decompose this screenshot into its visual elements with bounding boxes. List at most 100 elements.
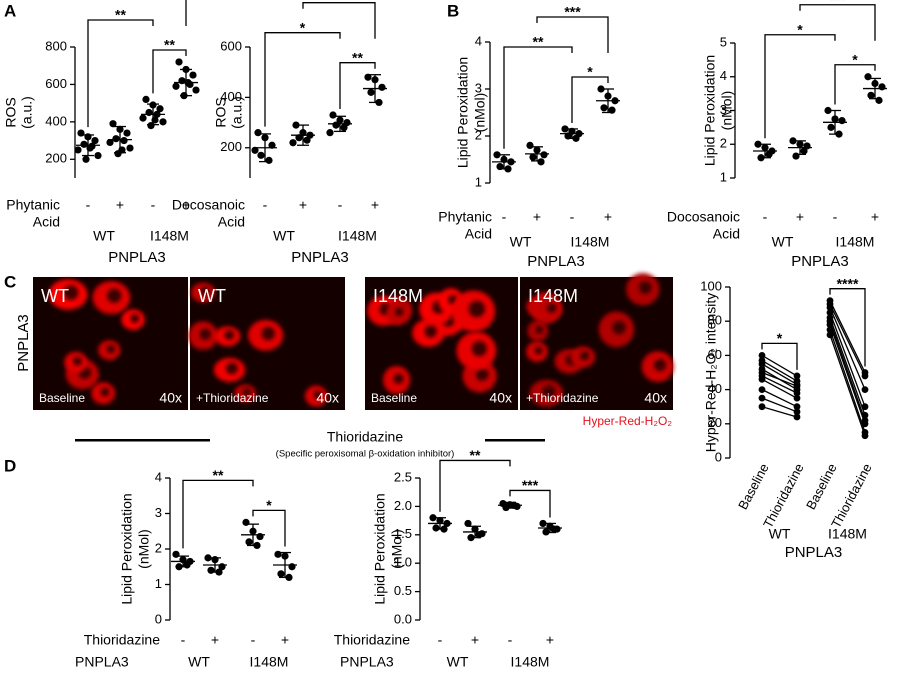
factor-label: PNPLA3 (340, 654, 394, 670)
data-point (493, 151, 501, 159)
header-title: Thioridazine (327, 429, 403, 445)
data-point (867, 91, 875, 99)
nucleus (225, 362, 238, 375)
genotype-label: I148M (571, 234, 610, 250)
data-point (864, 73, 872, 81)
y-tick-label: 1 (475, 174, 482, 189)
data-point (268, 141, 276, 149)
significance-bracket (764, 34, 836, 139)
significance-bracket (536, 16, 609, 53)
significance-label: * (266, 497, 272, 513)
treatment-label: Thioridazine (334, 632, 410, 648)
y-axis-label: Lipid Peroxidation (702, 55, 718, 166)
data-point (529, 153, 537, 161)
y-tick-label: 400 (45, 113, 67, 128)
significance-label: * (852, 51, 858, 67)
data-point (789, 137, 797, 145)
nucleus (638, 281, 652, 294)
data-point (824, 106, 832, 115)
y-axis-label: ROS (3, 97, 19, 127)
x-category: + (116, 197, 124, 213)
nucleus (475, 367, 489, 381)
pair-line (761, 371, 798, 387)
data-point (74, 146, 82, 154)
significance-bracket (302, 2, 376, 39)
pair-line (761, 359, 798, 382)
panel-label: C (4, 272, 16, 291)
image-condition: Baseline (39, 391, 85, 405)
treatment-label: Phytanic (6, 197, 60, 213)
pair-line (829, 312, 866, 407)
data-point (861, 420, 869, 428)
image-magnification: 40x (316, 390, 339, 406)
image-magnification: 40x (489, 390, 512, 406)
significance-bracket (152, 49, 187, 94)
data-point (800, 147, 808, 155)
x-category: - (438, 632, 443, 648)
significance-bracket (264, 32, 341, 127)
x-category: - (502, 209, 507, 225)
nucleus (580, 351, 590, 361)
image-genotype: WT (198, 286, 226, 306)
y-axis-label: Lipid Peroxidation (119, 493, 135, 604)
data-point (758, 360, 766, 368)
x-category: + (182, 197, 190, 213)
treatment-label: Thioridazine (84, 632, 160, 648)
y-axis-label: (nMol) (136, 529, 152, 569)
nucleus (542, 385, 556, 398)
image-condition: Baseline (371, 391, 417, 405)
x-category: + (281, 632, 289, 648)
y-tick-label: 2 (475, 127, 482, 142)
data-point (826, 304, 834, 311)
data-point (378, 83, 386, 91)
data-point (326, 129, 334, 137)
y-tick-label: 200 (220, 139, 242, 154)
data-point (257, 151, 265, 159)
data-point (597, 85, 605, 93)
factor-label: PNPLA3 (791, 253, 849, 270)
genotype-label: WT (93, 228, 115, 244)
y-tick-label: 1 (155, 576, 162, 591)
y-axis-label: (nMol) (719, 91, 735, 131)
y-tick-label: 3 (720, 102, 727, 117)
y-tick-label: 100 (700, 278, 722, 293)
data-point (207, 566, 215, 574)
data-point (826, 309, 834, 317)
data-point (189, 71, 197, 79)
image-magnification: 40x (159, 390, 182, 406)
x-category: - (86, 197, 91, 213)
nucleus (242, 388, 251, 397)
y-tick-label: 800 (45, 38, 67, 53)
image-genotype: I148M (528, 286, 578, 306)
image-condition: +Thioridazine (526, 391, 599, 405)
data-point (861, 432, 869, 440)
data-point (526, 141, 534, 149)
treatment-label: Acid (218, 214, 245, 230)
significance-label: *** (331, 0, 348, 5)
pair-line (761, 397, 798, 413)
header-subtitle: (Specific peroxisomal β-oxidation inhibi… (276, 449, 455, 460)
factor-label: PNPLA3 (527, 253, 585, 270)
pair-line (829, 300, 866, 373)
significance-bracket (799, 4, 876, 41)
nucleus (393, 373, 404, 384)
image-genotype: I148M (373, 286, 423, 306)
data-point (292, 121, 300, 129)
significance-label: * (587, 64, 593, 80)
y-tick-label: 0.5 (394, 583, 412, 598)
y-axis-label: (nMol) (472, 93, 488, 133)
panel-label: B (447, 1, 459, 20)
data-point (295, 134, 303, 142)
x-category: - (263, 197, 268, 213)
genotype-label: WT (769, 526, 791, 542)
data-point (172, 550, 180, 558)
data-point (289, 139, 297, 147)
data-point (464, 519, 472, 528)
data-point (758, 403, 766, 411)
x-category: + (371, 197, 379, 213)
pair-line (829, 303, 866, 377)
data-point (754, 140, 762, 148)
significance-bracket (252, 509, 286, 547)
x-category: + (871, 209, 879, 225)
